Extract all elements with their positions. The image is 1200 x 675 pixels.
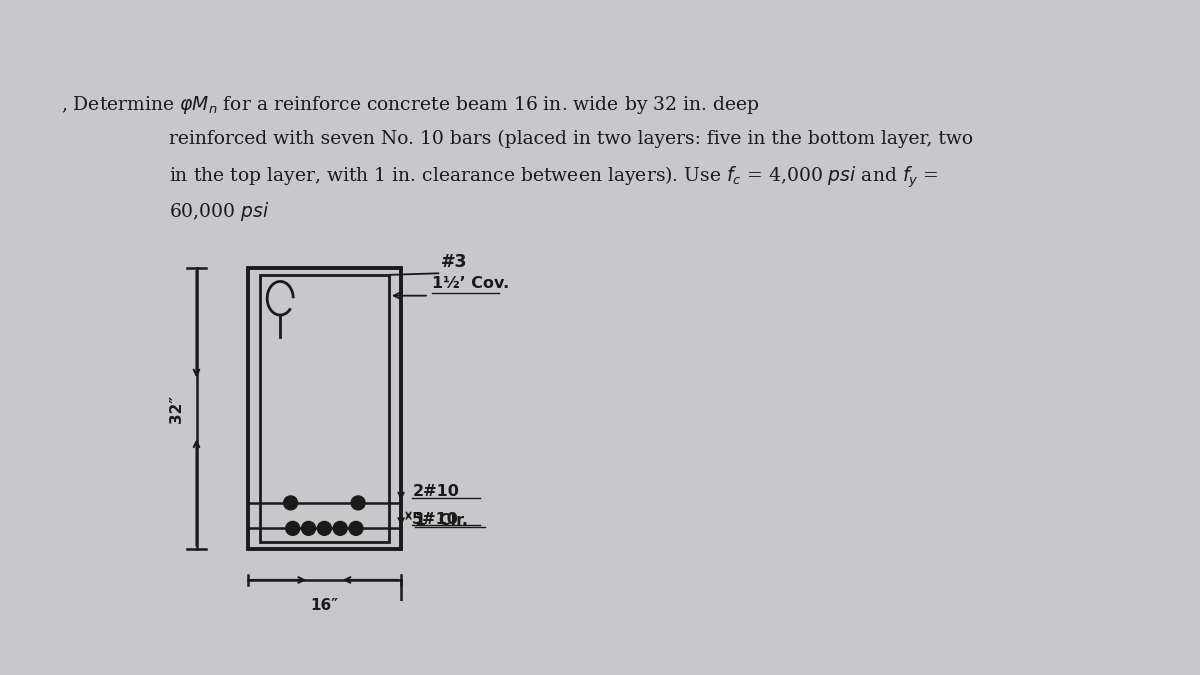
Text: 1″ Clr.: 1″ Clr. (415, 513, 468, 529)
Text: reinforced with seven No. 10 bars (placed in two layers: five in the bottom laye: reinforced with seven No. 10 bars (place… (168, 130, 973, 148)
Text: in the top layer, with 1 in. clearance between layers). Use $f_c$ = 4,000 $psi$ : in the top layer, with 1 in. clearance b… (168, 165, 938, 190)
Ellipse shape (317, 522, 331, 535)
Bar (247, 268, 401, 549)
Text: 5#10: 5#10 (413, 512, 460, 526)
Ellipse shape (334, 522, 347, 535)
Text: 2#10: 2#10 (413, 484, 460, 499)
Text: 16″: 16″ (311, 598, 338, 613)
Text: 32″: 32″ (168, 394, 184, 423)
Ellipse shape (283, 496, 298, 510)
Text: 1½’ Cov.: 1½’ Cov. (432, 277, 509, 292)
Bar (259, 275, 389, 542)
Text: #3: #3 (442, 252, 468, 271)
Ellipse shape (301, 522, 316, 535)
Ellipse shape (352, 496, 365, 510)
Text: 60,000 $psi$: 60,000 $psi$ (168, 200, 269, 223)
Ellipse shape (349, 522, 362, 535)
Ellipse shape (286, 522, 300, 535)
Text: , Determine $\varphi M_n$ for a reinforce concrete beam 16 in. wide by 32 in. de: , Determine $\varphi M_n$ for a reinforc… (61, 94, 760, 116)
